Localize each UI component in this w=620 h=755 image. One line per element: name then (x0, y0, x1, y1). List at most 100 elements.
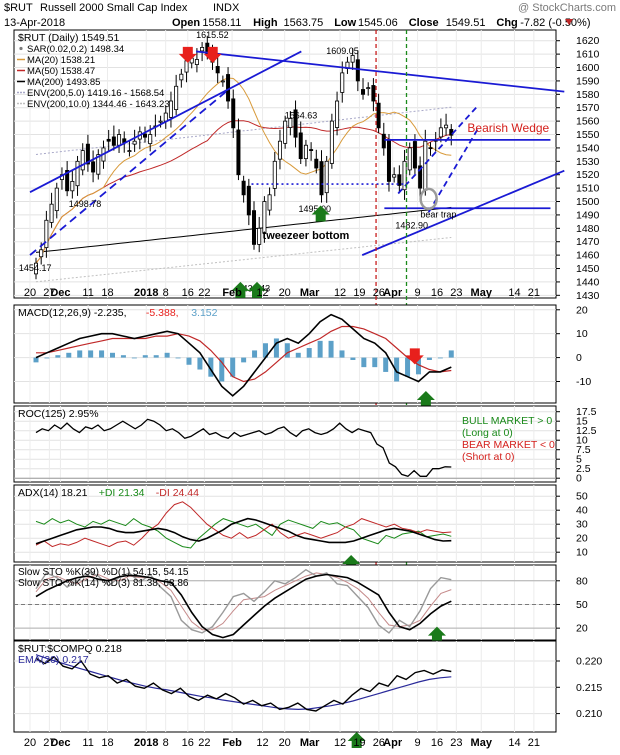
chart-header: $RUT Russell 2000 Small Cap Index INDX @… (4, 2, 616, 29)
candle-body (277, 140, 282, 160)
x-axis-label: 2018 (134, 737, 158, 749)
roc-note: BEAR MARKET < 0 (462, 439, 555, 451)
price-legend-entry: MA(20) 1538.21 (27, 55, 95, 66)
trendline (361, 169, 565, 256)
ohlc-label: Open (172, 17, 200, 29)
panel-3: 10 20 30 40 50 ADX(14) 18.21 +DI 21.34 -DI 24.4… (13, 484, 588, 571)
price-annotation: 1498.78 (69, 199, 102, 209)
price-candle (418, 156, 423, 199)
price-candle (407, 142, 412, 176)
y-tick-label: 1530 (576, 156, 600, 168)
price-candle (65, 161, 70, 197)
price-candle (80, 143, 85, 176)
price-candle (444, 113, 449, 136)
x-axis-label: Mar (300, 287, 320, 299)
x-axis-label: 12 (334, 287, 346, 299)
candle-body (428, 147, 433, 150)
sto-legend-entry: Slow STO %K(14) %D(3) 81.38, 68.86 (18, 578, 189, 589)
macd-histogram-bar (197, 357, 203, 370)
y-tick-label: 10 (576, 435, 588, 447)
macd-legend-entry: 3.152 (191, 307, 217, 319)
x-axis-label: 14 (508, 737, 520, 749)
x-axis-label: 18 (101, 287, 113, 299)
adx-line (35, 517, 452, 545)
y-tick-label: 10 (576, 328, 588, 340)
macd-histogram-bar (415, 357, 421, 375)
x-axis-label: 26 (373, 287, 385, 299)
trendline (196, 50, 565, 93)
y-tick-label: 1600 (576, 62, 600, 74)
candle-body (252, 210, 257, 245)
ohlc-value: 1563.75 (284, 17, 324, 29)
macd-histogram-bar (142, 355, 148, 358)
candle-body (355, 59, 360, 82)
macd-histogram-bar (208, 357, 214, 377)
macd-histogram-bar (88, 350, 94, 358)
price-candle (309, 142, 314, 161)
price-candle (350, 48, 355, 70)
candle-body (272, 160, 277, 189)
candle-body (309, 149, 314, 151)
x-axis-label: Apr (383, 287, 403, 299)
y-tick-label: 10 (576, 547, 588, 559)
ratio-line (35, 655, 452, 712)
down-arrow-icon (203, 46, 222, 63)
panel-4: 20 50 80 Slow STO %K(39) %D(1) 54.15, 54.15… (13, 564, 588, 643)
candle-body (361, 89, 366, 95)
price-candle (402, 149, 407, 200)
candle-body (226, 74, 231, 102)
sto-d-line (35, 572, 452, 631)
ohlc-label: High (253, 17, 278, 29)
candle-body (174, 85, 179, 110)
price-legend-entry: MA(50) 1538.47 (27, 66, 95, 77)
roc-note: (Short at 0) (462, 451, 515, 463)
price-annotation: Bearish Wedge (467, 121, 549, 135)
ohlc-value: 1558.11 (202, 17, 241, 29)
candle-body (303, 144, 308, 160)
macd-histogram-bar (273, 338, 279, 358)
bear-trap-circle (419, 187, 438, 211)
candle-body (241, 180, 246, 196)
candle-body (381, 133, 386, 149)
price-candle (277, 129, 282, 170)
candle-body (257, 227, 262, 245)
x-axis-label: 20 (24, 737, 36, 749)
y-tick-label: 1450 (576, 263, 600, 275)
candle-body (85, 143, 90, 165)
macd-histogram-bar (153, 355, 159, 358)
change-down-arrow-icon (565, 19, 573, 25)
macd-histogram-bar (186, 357, 192, 365)
adx-legend-entry: -DI 24.44 (156, 487, 199, 499)
candle-body (132, 140, 137, 145)
ohlc-value: 1549.51 (446, 17, 486, 29)
y-tick-label: 7.5 (576, 444, 591, 456)
macd-histogram-bar (383, 357, 389, 372)
candle-body (39, 249, 44, 258)
x-axis-label: 20 (279, 737, 291, 749)
macd-histogram-bar (372, 357, 378, 368)
price-candle (241, 175, 246, 203)
trendline (29, 50, 302, 193)
price-candle (392, 167, 397, 183)
roc-note: BULL MARKET > 0 (462, 415, 552, 427)
roc-title: ROC(125) 2.95% (18, 408, 99, 420)
x-axis-label: 23 (450, 737, 462, 749)
price-legend-entry: ENV(200,5.0) 1419.16 - 1568.54 (27, 88, 164, 99)
candle-body (96, 154, 101, 175)
price-candle (143, 126, 148, 143)
candle-body (397, 174, 402, 186)
y-tick-label: 1620 (576, 35, 600, 47)
sto-k14-line (35, 568, 452, 634)
candle-body (262, 201, 267, 234)
price-candle (381, 122, 386, 156)
candle-body (34, 262, 39, 275)
price-annotation: 1482.90 (395, 220, 428, 230)
price-candle (283, 115, 288, 149)
price-candle (355, 50, 360, 92)
candle-body (220, 80, 225, 83)
panel-5: 0.210 0.215 0.220 $RUT:$COMPQ 0.218EMA(20) … (13, 640, 602, 748)
price-candle (127, 141, 132, 157)
price-candle (329, 113, 334, 169)
ratio-legend-entry: $RUT:$COMPQ 0.218 (18, 643, 122, 655)
